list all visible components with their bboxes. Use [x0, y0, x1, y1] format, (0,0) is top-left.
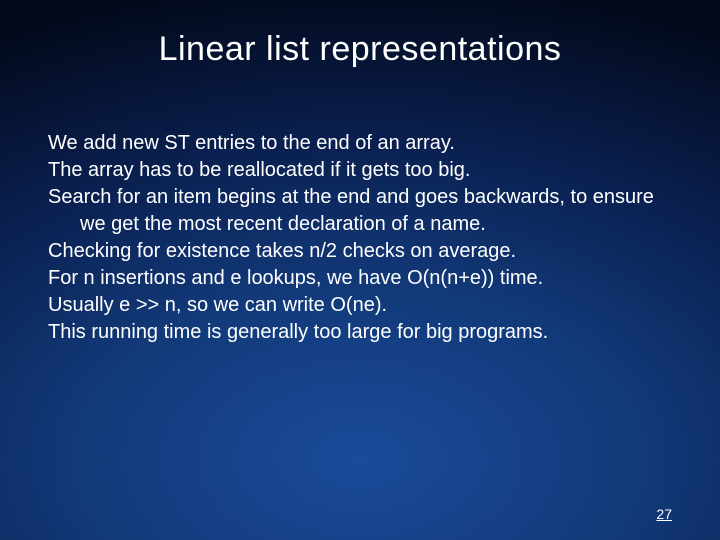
slide: Linear list representations We add new S… — [0, 0, 720, 540]
page-number: 27 — [656, 506, 672, 522]
slide-body: We add new ST entries to the end of an a… — [48, 130, 672, 346]
body-paragraph: Checking for existence takes n/2 checks … — [48, 238, 672, 265]
body-paragraph: Search for an item begins at the end and… — [48, 184, 672, 238]
slide-title: Linear list representations — [0, 30, 720, 69]
body-paragraph: We add new ST entries to the end of an a… — [48, 130, 672, 157]
body-paragraph: For n insertions and e lookups, we have … — [48, 265, 672, 292]
body-paragraph: Usually e >> n, so we can write O(ne). — [48, 292, 672, 319]
body-paragraph: This running time is generally too large… — [48, 319, 672, 346]
body-paragraph: The array has to be reallocated if it ge… — [48, 157, 672, 184]
